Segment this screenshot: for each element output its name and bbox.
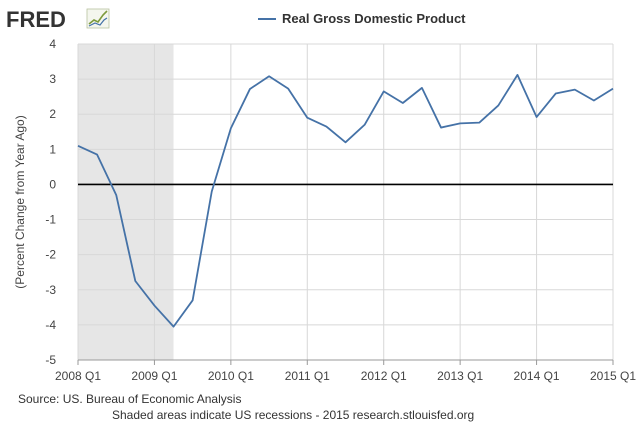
x-tick-label: 2015 Q1 — [590, 369, 636, 383]
y-tick-label: -1 — [45, 213, 56, 227]
footer-source: Source: US. Bureau of Economic Analysis — [18, 392, 242, 406]
y-tick-label: -3 — [45, 283, 56, 297]
x-tick-label: 2009 Q1 — [131, 369, 177, 383]
fred-logo: FRED — [6, 7, 110, 32]
y-axis-label: (Percent Change from Year Ago) — [13, 115, 27, 288]
y-tick-label: 2 — [49, 107, 56, 121]
recession-shading-group — [78, 44, 174, 360]
legend: Real Gross Domestic Product — [258, 11, 466, 26]
y-tick-labels: -5 -4 -3 -2 -1 0 1 2 3 4 — [45, 37, 56, 367]
y-tick-label: -4 — [45, 318, 56, 332]
y-tick-label: -5 — [45, 353, 56, 367]
y-tick-label: -2 — [45, 248, 56, 262]
series-group — [77, 74, 614, 328]
fred-logo-text: FRED — [6, 7, 66, 32]
line-chart-icon — [86, 8, 110, 29]
footer-note: Shaded areas indicate US recessions - 20… — [112, 408, 475, 422]
y-tick-label: 3 — [49, 72, 56, 86]
x-tick-label: 2010 Q1 — [208, 369, 254, 383]
y-tick-label: 4 — [49, 37, 56, 51]
axes-group — [78, 183, 613, 361]
x-tick-label: 2014 Q1 — [514, 369, 560, 383]
grid-group — [77, 43, 614, 365]
legend-label: Real Gross Domestic Product — [282, 11, 466, 26]
x-tick-label: 2008 Q1 — [55, 369, 101, 383]
y-tick-label: 0 — [49, 177, 56, 191]
recession-shade — [78, 44, 174, 360]
x-tick-label: 2012 Q1 — [361, 369, 407, 383]
y-tick-label: 1 — [49, 142, 56, 156]
x-tick-label: 2013 Q1 — [437, 369, 483, 383]
series-line-real-gdp — [77, 74, 614, 328]
x-tick-label: 2011 Q1 — [285, 369, 330, 383]
x-tick-labels: 2008 Q1 2009 Q1 2010 Q1 2011 Q1 2012 Q1 2013 … — [55, 369, 636, 383]
